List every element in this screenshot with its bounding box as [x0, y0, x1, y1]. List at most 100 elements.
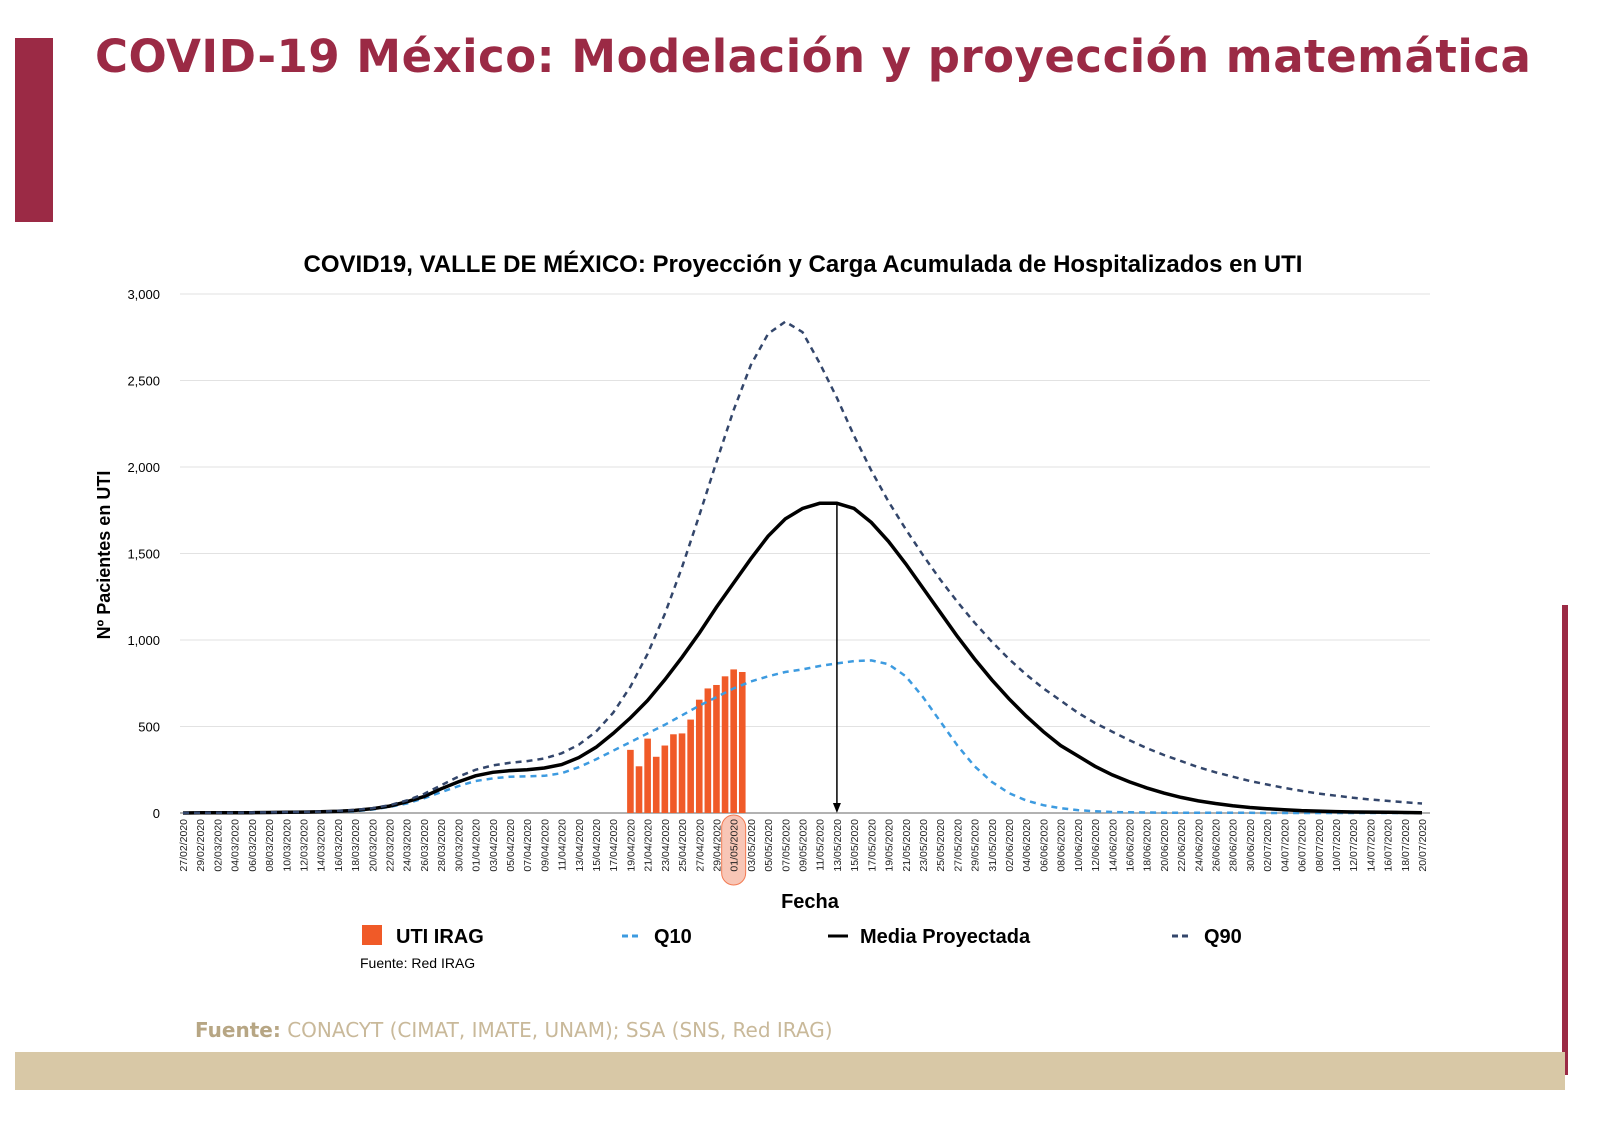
x-tick-label: 01/04/2020: [471, 819, 483, 872]
x-tick-label: 07/05/2020: [780, 819, 792, 872]
slide-source: Fuente: CONACYT (CIMAT, IMATE, UNAM); SS…: [195, 1018, 833, 1042]
legend-q90-label: Q90: [1204, 926, 1242, 948]
x-tick-label: 20/07/2020: [1417, 819, 1429, 872]
x-tick-label: 27/02/2020: [178, 819, 190, 872]
legend-bars-swatch: [362, 925, 382, 945]
x-tick-label: 19/05/2020: [884, 819, 896, 872]
x-tick-label: 10/06/2020: [1073, 819, 1085, 872]
y-tick-label: 500: [138, 720, 160, 735]
x-tick-label: 25/05/2020: [935, 819, 947, 872]
highlight-marker: [721, 814, 747, 886]
x-tick-label: 11/05/2020: [815, 819, 827, 871]
x-tick-label: 05/04/2020: [505, 819, 517, 872]
x-tick-label: 21/04/2020: [643, 819, 655, 872]
bar: [721, 676, 729, 813]
y-tick-label: 1,000: [127, 633, 160, 648]
x-tick-label: 18/06/2020: [1142, 819, 1154, 872]
x-tick-label: 02/06/2020: [1004, 819, 1016, 872]
x-tick-label: 16/06/2020: [1124, 819, 1136, 872]
x-tick-label: 28/06/2020: [1228, 819, 1240, 872]
bar: [738, 672, 746, 813]
x-tick-label: 04/03/2020: [230, 819, 242, 872]
x-tick-label: 10/03/2020: [281, 819, 293, 872]
x-tick-label: 09/04/2020: [539, 819, 551, 872]
x-tick-label: 12/07/2020: [1348, 819, 1360, 872]
legend-bars-label: UTI IRAG: [396, 926, 484, 948]
bar: [713, 684, 720, 813]
bar: [652, 756, 660, 813]
y-tick-label: 2,500: [127, 374, 160, 389]
legend-q10-label: Q10: [654, 926, 692, 948]
x-tick-label: 27/05/2020: [952, 819, 964, 872]
x-tick-label: 16/07/2020: [1383, 819, 1395, 872]
x-tick-label: 30/06/2020: [1245, 819, 1257, 872]
bar: [635, 766, 643, 813]
x-tick-label: 14/06/2020: [1107, 819, 1119, 872]
x-axis-label: Fecha: [781, 891, 840, 913]
x-tick-label: 21/05/2020: [901, 819, 913, 872]
footer-band: [15, 1052, 1565, 1090]
bar: [661, 745, 669, 813]
x-tick-label: 09/05/2020: [798, 819, 810, 872]
legend-bars-note: Fuente: Red IRAG: [360, 955, 475, 971]
x-tick-label: 13/05/2020: [832, 819, 844, 872]
series-line-1: [182, 501, 1423, 815]
x-tick-label: 08/07/2020: [1314, 819, 1326, 872]
x-tick-label: 27/04/2020: [694, 819, 706, 872]
x-tick-label: 22/06/2020: [1176, 819, 1188, 872]
x-tick-label: 17/04/2020: [608, 819, 620, 872]
y-axis-label: Nº Pacientes en UTI: [94, 471, 114, 640]
x-tick-label: 29/02/2020: [195, 819, 207, 872]
x-tick-label: 08/06/2020: [1056, 819, 1068, 872]
x-tick-label: 04/06/2020: [1021, 819, 1033, 872]
x-tick-label: 14/03/2020: [316, 819, 328, 872]
x-tick-label: 30/03/2020: [453, 819, 465, 872]
bar: [678, 733, 686, 813]
x-tick-label: 24/06/2020: [1193, 819, 1205, 872]
x-tick-label: 15/04/2020: [591, 819, 603, 872]
series-line-2: [182, 320, 1423, 815]
source-text: CONACYT (CIMAT, IMATE, UNAM); SSA (SNS, …: [280, 1018, 833, 1042]
x-tick-label: 10/07/2020: [1331, 819, 1343, 872]
bar: [627, 749, 634, 813]
x-tick-label: 23/05/2020: [918, 819, 930, 872]
bar: [644, 738, 651, 813]
x-tick-label: 24/03/2020: [402, 819, 414, 872]
x-tick-label: 22/03/2020: [385, 819, 397, 872]
x-tick-label: 02/03/2020: [212, 819, 224, 872]
x-tick-label: 18/03/2020: [350, 819, 362, 872]
slide-title: COVID-19 México: Modelación y proyección…: [95, 30, 1532, 83]
x-tick-label: 18/07/2020: [1400, 819, 1412, 872]
bar: [704, 688, 712, 813]
x-tick-label: 06/03/2020: [247, 819, 259, 872]
y-tick-label: 2,000: [127, 460, 160, 475]
x-tick-label: 11/04/2020: [557, 819, 569, 871]
x-tick-label: 26/03/2020: [419, 819, 431, 872]
x-tick-label: 19/04/2020: [625, 819, 637, 872]
bar: [687, 719, 694, 813]
bar: [730, 669, 737, 813]
x-tick-label: 26/06/2020: [1211, 819, 1223, 872]
accent-line: [1562, 605, 1568, 1075]
x-tick-label: 12/06/2020: [1090, 819, 1102, 872]
peak-arrowhead: [832, 803, 841, 813]
x-tick-label: 31/05/2020: [987, 819, 999, 872]
bar: [670, 734, 677, 813]
x-tick-label: 17/05/2020: [866, 819, 878, 872]
chart-title: COVID19, VALLE DE MÉXICO: Proyección y C…: [304, 250, 1303, 278]
x-tick-label: 25/04/2020: [677, 819, 689, 872]
series-line-0: [183, 659, 1422, 815]
x-tick-label: 28/03/2020: [436, 819, 448, 872]
bar: [695, 699, 703, 813]
y-tick-label: 3,000: [127, 287, 160, 302]
x-tick-label: 03/04/2020: [488, 819, 500, 872]
source-label: Fuente:: [195, 1018, 281, 1042]
x-tick-label: 03/05/2020: [746, 819, 758, 872]
x-tick-label: 05/05/2020: [763, 819, 775, 872]
x-tick-label: 20/03/2020: [367, 819, 379, 872]
x-tick-label: 06/07/2020: [1297, 819, 1309, 872]
x-tick-label: 29/04/2020: [711, 819, 723, 872]
x-tick-label: 23/04/2020: [660, 819, 672, 872]
x-tick-label: 04/07/2020: [1279, 819, 1291, 872]
